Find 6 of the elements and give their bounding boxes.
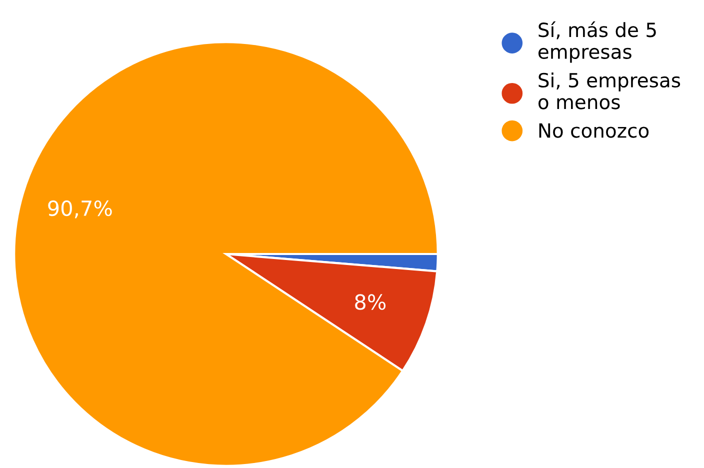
legend-label: Sí, más de 5 empresas [538, 21, 656, 63]
legend-label: Si, 5 empresas o menos [538, 72, 680, 110]
pie-slice [13, 41, 439, 467]
data-label: 90,7% [48, 200, 112, 218]
legend-label: No conozco [539, 123, 649, 138]
data-label: 8% [355, 294, 386, 310]
